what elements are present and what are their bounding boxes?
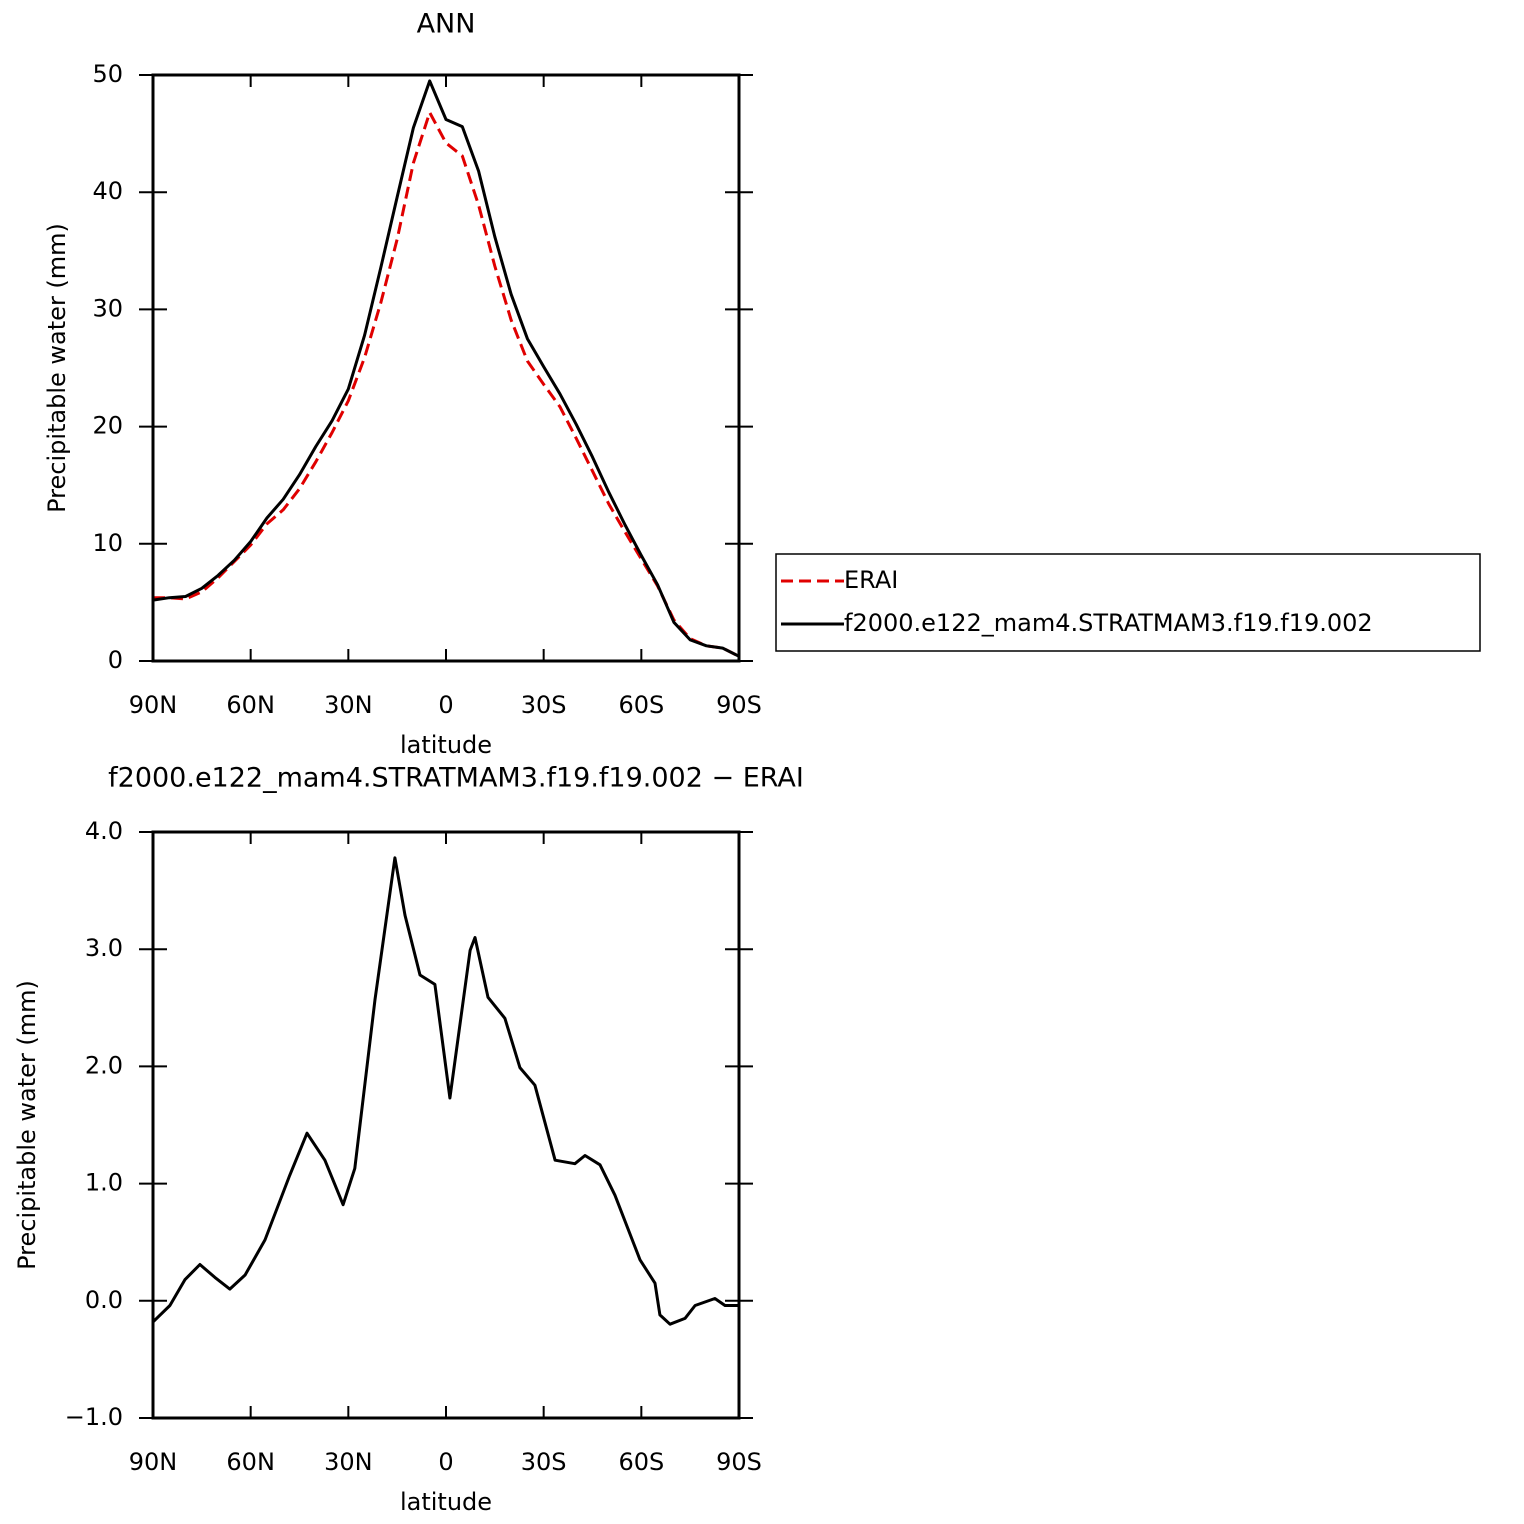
- x-tick-label: 60S: [618, 691, 664, 719]
- x-axis-label: latitude: [400, 731, 492, 759]
- y-tick-label: 30: [92, 294, 123, 322]
- plot-frame: [151, 73, 741, 663]
- x-tick-label: 30N: [324, 1448, 373, 1476]
- x-tick-label: 0: [438, 691, 453, 719]
- chart-title: f2000.e122_mam4.STRATMAM3.f19.f19.002 − …: [108, 763, 804, 794]
- x-tick-label: 60S: [618, 1448, 664, 1476]
- x-tick-label: 90N: [129, 1448, 178, 1476]
- y-tick-label: 2.0: [85, 1051, 123, 1079]
- y-tick-label: 0.0: [85, 1286, 123, 1314]
- y-tick-label: 0: [108, 646, 123, 674]
- x-tick-label: 90S: [716, 1448, 762, 1476]
- y-axis-label: Precipitable water (mm): [13, 980, 41, 1270]
- legend-box: [775, 553, 1481, 652]
- plot-frame: [151, 830, 741, 1420]
- x-axis-label: latitude: [400, 1488, 492, 1516]
- x-tick-label: 90N: [129, 691, 178, 719]
- y-tick-label: 40: [92, 177, 123, 205]
- y-tick-label: 50: [92, 60, 123, 88]
- y-tick-label: 20: [92, 412, 123, 440]
- x-tick-label: 90S: [716, 691, 762, 719]
- data-line: [152, 79, 740, 658]
- x-tick-label: 30N: [324, 691, 373, 719]
- chart-title: ANN: [417, 9, 476, 40]
- legend-label: f2000.e122_mam4.STRATMAM3.f19.f19.002: [844, 609, 1373, 637]
- data-line: [151, 856, 739, 1326]
- y-tick-label: 10: [92, 529, 123, 557]
- y-tick-label: 4.0: [85, 817, 123, 845]
- y-tick-label: −1.0: [65, 1403, 123, 1431]
- y-tick-label: 3.0: [85, 934, 123, 962]
- y-axis-label: Precipitable water (mm): [43, 223, 71, 513]
- x-tick-label: 30S: [521, 691, 567, 719]
- data-line: [153, 111, 740, 658]
- x-tick-label: 60N: [226, 691, 275, 719]
- x-tick-label: 60N: [226, 1448, 275, 1476]
- x-tick-label: 30S: [521, 1448, 567, 1476]
- legend-label: ERAI: [844, 566, 898, 594]
- y-tick-label: 1.0: [85, 1169, 123, 1197]
- x-tick-label: 0: [438, 1448, 453, 1476]
